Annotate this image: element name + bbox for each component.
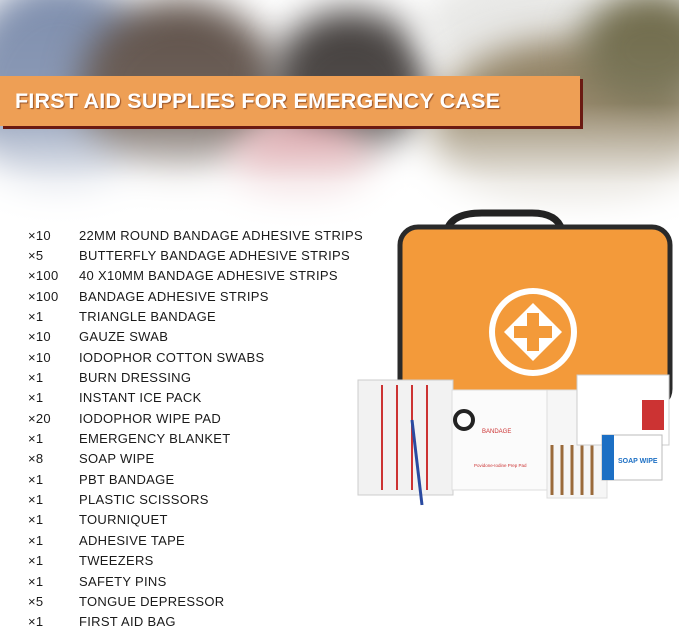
- banner-title: FIRST AID SUPPLIES FOR EMERGENCY CASE: [15, 88, 501, 113]
- item-quantity: ×20: [28, 410, 51, 426]
- list-item: ×1 SAFETY PINS: [28, 571, 363, 591]
- item-quantity: ×1: [28, 370, 44, 386]
- item-quantity: ×1: [28, 431, 44, 447]
- list-item: ×1 EMERGENCY BLANKET: [28, 428, 363, 448]
- item-quantity: ×1: [28, 553, 44, 569]
- item-name: ADHESIVE TAPE: [79, 532, 186, 548]
- item-quantity: ×10: [28, 329, 51, 345]
- list-item: ×1 ADHESIVE TAPE: [28, 530, 363, 550]
- list-item: ×20 IODOPHOR WIPE PAD: [28, 408, 363, 428]
- item-quantity: ×1: [28, 309, 44, 325]
- item-quantity: ×10: [28, 349, 51, 365]
- item-quantity: ×10: [28, 227, 51, 243]
- item-name: TONGUE DEPRESSOR: [79, 593, 225, 609]
- title-banner: FIRST AID SUPPLIES FOR EMERGENCY CASE: [0, 76, 580, 126]
- item-name: BUTTERFLY BANDAGE ADHESIVE STRIPS: [79, 248, 350, 264]
- soap-wipe-label: SOAP WIPE: [618, 458, 658, 465]
- burn-dressing: [642, 400, 664, 430]
- item-quantity: ×1: [28, 512, 44, 528]
- list-item: ×100 40 X10MM BANDAGE ADHESIVE STRIPS: [28, 266, 363, 286]
- item-quantity: ×8: [28, 451, 44, 467]
- list-item: ×1 FIRST AID BAG: [28, 612, 363, 632]
- item-name: FIRST AID BAG: [79, 614, 176, 630]
- list-item: ×100 BANDAGE ADHESIVE STRIPS: [28, 286, 363, 306]
- item-name: SAFETY PINS: [79, 573, 167, 589]
- list-item: ×5 BUTTERFLY BANDAGE ADHESIVE STRIPS: [28, 245, 363, 265]
- item-name: TRIANGLE BANDAGE: [79, 309, 216, 325]
- item-name: SOAP WIPE: [79, 451, 155, 467]
- item-quantity: ×100: [28, 288, 59, 304]
- item-name: 22MM ROUND BANDAGE ADHESIVE STRIPS: [79, 227, 363, 243]
- item-quantity: ×5: [28, 248, 44, 264]
- item-name: PBT BANDAGE: [79, 471, 175, 487]
- scissors: [453, 409, 475, 431]
- item-name: TWEEZERS: [79, 553, 154, 569]
- list-item: ×1 INSTANT ICE PACK: [28, 388, 363, 408]
- list-item: ×1 PLASTIC SCISSORS: [28, 489, 363, 509]
- item-quantity: ×1: [28, 532, 44, 548]
- list-item: ×1 TRIANGLE BANDAGE: [28, 306, 363, 326]
- item-quantity: ×1: [28, 492, 44, 508]
- tweezers: [410, 419, 424, 506]
- item-quantity: ×1: [28, 573, 44, 589]
- contents-list: ×10 22MM ROUND BANDAGE ADHESIVE STRIPS ×5 B…: [28, 225, 363, 632]
- bandage-label: BANDAGE: [482, 429, 511, 435]
- list-item: ×5 TONGUE DEPRESSOR: [28, 591, 363, 611]
- item-quantity: ×5: [28, 593, 44, 609]
- item-name: 40 X10MM BANDAGE ADHESIVE STRIPS: [79, 268, 338, 284]
- item-name: PLASTIC SCISSORS: [79, 492, 209, 508]
- item-name: IODOPHOR WIPE PAD: [79, 410, 222, 426]
- list-item: ×10 GAUZE SWAB: [28, 327, 363, 347]
- item-name: EMERGENCY BLANKET: [79, 431, 231, 447]
- list-item: ×1 BURN DRESSING: [28, 367, 363, 387]
- item-quantity: ×100: [28, 268, 59, 284]
- item-name: GAUZE SWAB: [79, 329, 169, 345]
- prep-pads: [451, 389, 548, 491]
- list-item: ×10 IODOPHOR COTTON SWABS: [28, 347, 363, 367]
- item-name: INSTANT ICE PACK: [79, 390, 202, 406]
- item-quantity: ×1: [28, 471, 44, 487]
- list-item: ×10 22MM ROUND BANDAGE ADHESIVE STRIPS: [28, 225, 363, 245]
- bandage-strips: [357, 379, 454, 496]
- item-name: TOURNIQUET: [79, 512, 168, 528]
- item-name: BANDAGE ADHESIVE STRIPS: [79, 288, 269, 304]
- list-item: ×1 TOURNIQUET: [28, 510, 363, 530]
- item-quantity: ×1: [28, 390, 44, 406]
- list-item: ×1 PBT BANDAGE: [28, 469, 363, 489]
- first-aid-kit-photo: BANDAGE Povidone-Iodine Prep Pad SOAP WI…: [357, 209, 673, 506]
- strip-marks: [381, 385, 428, 490]
- item-name: IODOPHOR COTTON SWABS: [79, 349, 265, 365]
- list-item: ×8 SOAP WIPE: [28, 449, 363, 469]
- list-item: ×1 TWEEZERS: [28, 551, 363, 571]
- item-quantity: ×1: [28, 614, 44, 630]
- item-name: BURN DRESSING: [79, 370, 192, 386]
- bag-handle: [443, 209, 566, 232]
- prep-pad-label: Povidone-Iodine Prep Pad: [474, 463, 527, 468]
